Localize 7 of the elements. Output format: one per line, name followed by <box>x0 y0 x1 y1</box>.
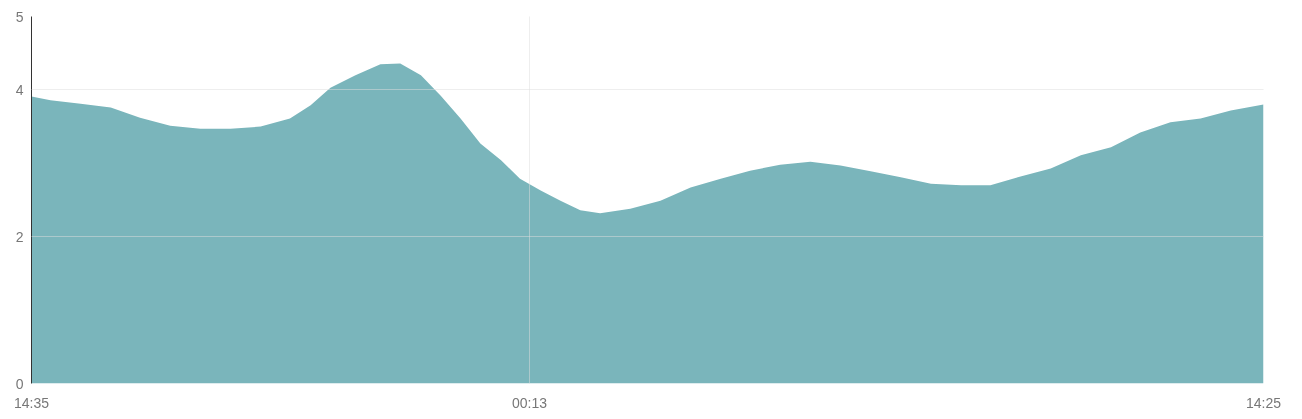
y-tick-label: 5 <box>15 8 24 25</box>
y-tick-label: 4 <box>15 81 24 98</box>
y-tick-label: 0 <box>15 375 24 392</box>
x-tick-label: 14:35 <box>13 394 50 411</box>
x-tick-label: 00:13 <box>511 394 548 411</box>
x-tick-label: 14:25 <box>1245 394 1282 411</box>
y-tick-label: 2 <box>15 228 24 245</box>
